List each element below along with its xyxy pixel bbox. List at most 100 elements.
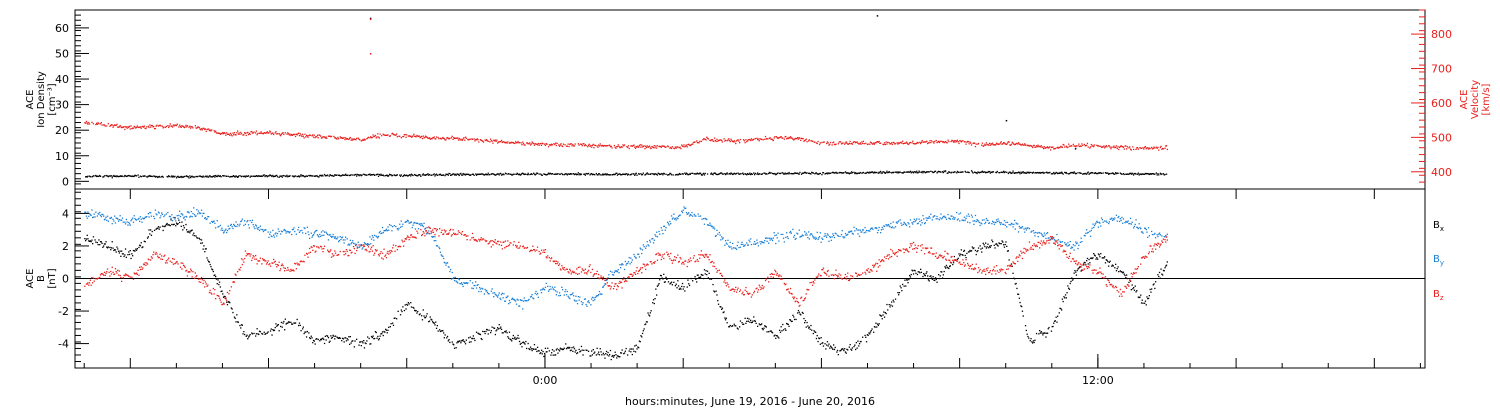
density-point	[815, 172, 817, 174]
bx-point	[1026, 333, 1028, 335]
velocity-point	[816, 142, 818, 145]
by-point	[964, 219, 966, 221]
by-point	[930, 213, 932, 215]
bx-point	[855, 342, 857, 344]
velocity-point	[617, 144, 619, 146]
by-point	[785, 236, 787, 239]
by-point	[576, 303, 579, 305]
by-point	[780, 233, 782, 236]
bx-point	[894, 298, 897, 300]
bx-point	[771, 332, 774, 334]
by-point	[467, 282, 469, 284]
density-point	[438, 174, 440, 176]
bx-point	[992, 241, 994, 243]
velocity-point	[266, 131, 268, 133]
by-point	[939, 217, 941, 219]
density-point	[354, 174, 356, 176]
velocity-point	[916, 142, 918, 144]
bx-point	[478, 333, 480, 335]
by-point	[349, 244, 351, 246]
by-point	[654, 234, 656, 236]
velocity-point	[721, 141, 724, 143]
bx-point	[486, 329, 489, 331]
bx-point	[553, 350, 555, 352]
velocity-point	[273, 133, 275, 136]
by-point	[854, 230, 856, 232]
velocity-point	[1106, 146, 1108, 148]
bx-point	[661, 277, 663, 279]
density-point	[964, 170, 966, 173]
bx-point	[183, 227, 185, 229]
velocity-point	[96, 123, 98, 125]
bx-point	[870, 330, 872, 332]
by-point	[495, 294, 497, 296]
by-point	[174, 218, 176, 220]
by-point	[247, 220, 249, 222]
velocity-point	[960, 141, 962, 143]
density-point	[764, 172, 766, 174]
by-point	[461, 283, 464, 286]
by-point	[544, 289, 546, 291]
bx-point	[127, 254, 129, 256]
by-point	[996, 220, 998, 223]
by-point	[304, 227, 306, 230]
density-point	[672, 174, 674, 176]
by-point	[981, 219, 984, 221]
density-point	[793, 172, 796, 174]
density-point	[315, 175, 317, 177]
bx-point	[991, 239, 993, 241]
bx-point	[644, 323, 646, 326]
density-point	[732, 173, 734, 176]
by-point	[882, 228, 884, 230]
velocity-point	[711, 139, 713, 141]
velocity-point	[115, 124, 117, 127]
velocity-point	[951, 139, 953, 142]
bx-point	[1126, 274, 1128, 276]
by-point	[688, 215, 691, 217]
by-point	[112, 218, 114, 220]
bx-point	[235, 321, 237, 323]
velocity-point	[1039, 146, 1042, 148]
velocity-point	[359, 139, 361, 141]
velocity-point	[259, 132, 261, 134]
bx-point	[104, 243, 106, 245]
by-point	[233, 224, 236, 227]
velocity-point	[1100, 145, 1102, 147]
bx-point	[858, 343, 861, 345]
density-point	[1014, 172, 1016, 174]
density-point	[887, 172, 889, 174]
bx-point	[233, 316, 236, 318]
velocity-point	[888, 142, 890, 144]
bx-point	[226, 301, 228, 303]
bx-point	[161, 225, 164, 227]
density-point	[881, 172, 883, 174]
bx-point	[524, 343, 526, 345]
bx-point	[417, 310, 419, 313]
velocity-point	[1123, 148, 1125, 150]
bx-point	[367, 336, 369, 338]
density-point	[200, 175, 202, 177]
velocity-point	[630, 145, 632, 147]
by-point	[1104, 220, 1106, 222]
bx-point	[935, 278, 937, 281]
by-point	[621, 263, 623, 265]
bx-point	[274, 326, 276, 329]
density-point	[366, 174, 368, 176]
density-point	[874, 172, 876, 174]
density-point	[946, 172, 948, 174]
velocity-point	[464, 139, 466, 141]
density-point	[430, 174, 432, 176]
by-point	[949, 218, 951, 220]
by-point	[789, 230, 792, 233]
velocity-point	[339, 136, 341, 138]
density-point	[1135, 173, 1137, 175]
velocity-point	[566, 145, 568, 147]
bx-point	[932, 276, 934, 278]
density-point	[938, 170, 940, 173]
by-point	[415, 222, 417, 224]
velocity-point	[432, 137, 434, 139]
density-point	[598, 173, 600, 175]
bx-point	[810, 324, 812, 327]
velocity-point	[745, 139, 747, 141]
velocity-point	[689, 144, 691, 147]
